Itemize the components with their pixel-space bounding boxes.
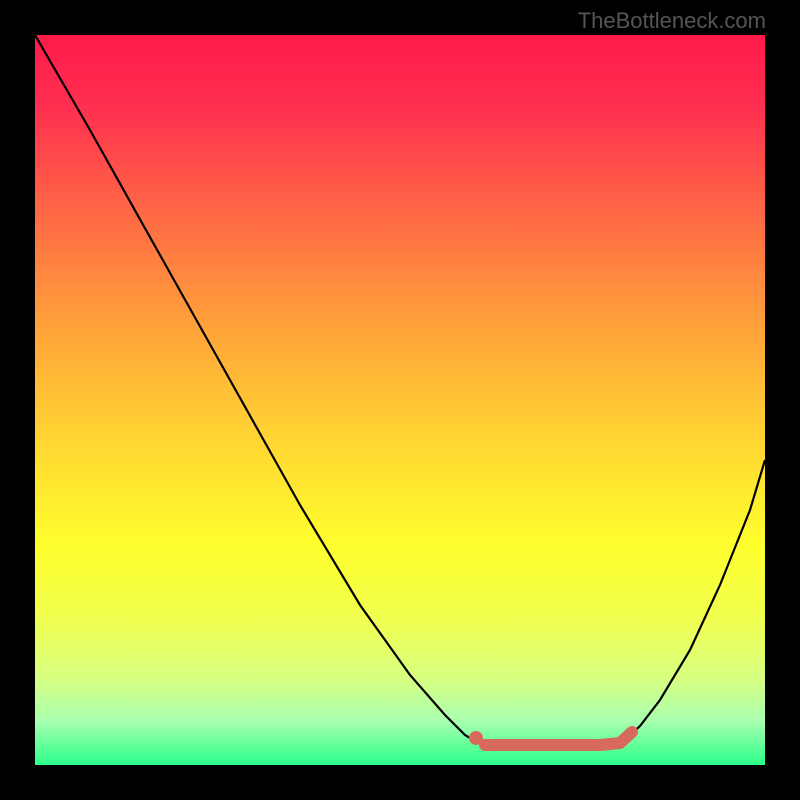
bottleneck-curve: [35, 35, 765, 745]
plot-area: [35, 35, 765, 765]
curve-overlay: [35, 35, 765, 765]
watermark-label: TheBottleneck.com: [578, 8, 766, 34]
optimal-range-highlight: [485, 732, 632, 745]
optimal-start-dot: [469, 731, 483, 745]
chart-container: TheBottleneck.com: [0, 0, 800, 800]
